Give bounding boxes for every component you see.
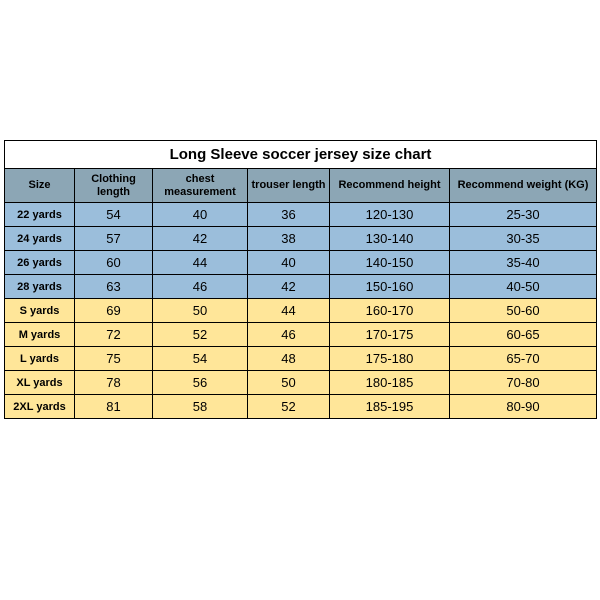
- value-cell: 25-30: [450, 203, 597, 227]
- size-cell: 28 yards: [5, 275, 75, 299]
- size-cell: XL yards: [5, 371, 75, 395]
- value-cell: 52: [153, 323, 248, 347]
- page: Long Sleeve soccer jersey size chart Siz…: [0, 0, 600, 600]
- value-cell: 175-180: [330, 347, 450, 371]
- value-cell: 40: [248, 251, 330, 275]
- size-cell: S yards: [5, 299, 75, 323]
- value-cell: 80-90: [450, 395, 597, 419]
- table-row: 2XL yards815852185-19580-90: [5, 395, 597, 419]
- value-cell: 48: [248, 347, 330, 371]
- size-cell: M yards: [5, 323, 75, 347]
- table-row: 28 yards634642150-16040-50: [5, 275, 597, 299]
- value-cell: 69: [75, 299, 153, 323]
- table-row: 26 yards604440140-15035-40: [5, 251, 597, 275]
- table-row: M yards725246170-17560-65: [5, 323, 597, 347]
- value-cell: 185-195: [330, 395, 450, 419]
- value-cell: 57: [75, 227, 153, 251]
- value-cell: 40: [153, 203, 248, 227]
- value-cell: 72: [75, 323, 153, 347]
- col-header: Recommend height: [330, 169, 450, 203]
- table-row: S yards695044160-17050-60: [5, 299, 597, 323]
- size-cell: 2XL yards: [5, 395, 75, 419]
- value-cell: 160-170: [330, 299, 450, 323]
- value-cell: 56: [153, 371, 248, 395]
- value-cell: 70-80: [450, 371, 597, 395]
- value-cell: 150-160: [330, 275, 450, 299]
- table-title: Long Sleeve soccer jersey size chart: [5, 141, 597, 169]
- table-row: 24 yards574238130-14030-35: [5, 227, 597, 251]
- col-header: Recommend weight (KG): [450, 169, 597, 203]
- value-cell: 54: [153, 347, 248, 371]
- value-cell: 130-140: [330, 227, 450, 251]
- value-cell: 52: [248, 395, 330, 419]
- table-header-row: SizeClothing lengthchest measurementtrou…: [5, 169, 597, 203]
- value-cell: 40-50: [450, 275, 597, 299]
- value-cell: 35-40: [450, 251, 597, 275]
- value-cell: 42: [153, 227, 248, 251]
- table-row: XL yards785650180-18570-80: [5, 371, 597, 395]
- size-cell: 24 yards: [5, 227, 75, 251]
- value-cell: 30-35: [450, 227, 597, 251]
- value-cell: 50: [248, 371, 330, 395]
- size-chart-table: Long Sleeve soccer jersey size chart Siz…: [4, 140, 597, 419]
- col-header: Clothing length: [75, 169, 153, 203]
- value-cell: 63: [75, 275, 153, 299]
- value-cell: 120-130: [330, 203, 450, 227]
- value-cell: 75: [75, 347, 153, 371]
- table-row: L yards755448175-18065-70: [5, 347, 597, 371]
- value-cell: 36: [248, 203, 330, 227]
- table-title-row: Long Sleeve soccer jersey size chart: [5, 141, 597, 169]
- value-cell: 140-150: [330, 251, 450, 275]
- value-cell: 38: [248, 227, 330, 251]
- col-header: chest measurement: [153, 169, 248, 203]
- value-cell: 58: [153, 395, 248, 419]
- value-cell: 60-65: [450, 323, 597, 347]
- col-header: Size: [5, 169, 75, 203]
- value-cell: 44: [248, 299, 330, 323]
- value-cell: 46: [153, 275, 248, 299]
- value-cell: 50: [153, 299, 248, 323]
- table-row: 22 yards544036120-13025-30: [5, 203, 597, 227]
- table-body: 22 yards544036120-13025-3024 yards574238…: [5, 203, 597, 419]
- value-cell: 60: [75, 251, 153, 275]
- size-cell: 26 yards: [5, 251, 75, 275]
- value-cell: 65-70: [450, 347, 597, 371]
- value-cell: 42: [248, 275, 330, 299]
- value-cell: 78: [75, 371, 153, 395]
- size-cell: L yards: [5, 347, 75, 371]
- value-cell: 81: [75, 395, 153, 419]
- value-cell: 54: [75, 203, 153, 227]
- value-cell: 46: [248, 323, 330, 347]
- value-cell: 50-60: [450, 299, 597, 323]
- value-cell: 180-185: [330, 371, 450, 395]
- col-header: trouser length: [248, 169, 330, 203]
- size-cell: 22 yards: [5, 203, 75, 227]
- value-cell: 170-175: [330, 323, 450, 347]
- value-cell: 44: [153, 251, 248, 275]
